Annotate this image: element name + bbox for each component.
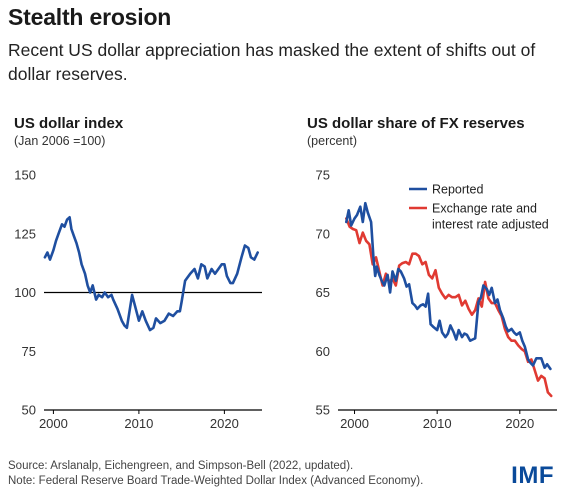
right-y-tick-label: 70 [316,226,330,241]
right-y-tick-label: 55 [316,403,330,418]
left-chart-subtitle: (Jan 2006 =100) [14,134,106,148]
legend-label-1: Reported [432,183,483,197]
left-series-line-1 [43,216,259,332]
legend-label-2: Exchange rate and interest rate adjusted [432,202,549,232]
left-y-tick-label: 150 [14,168,36,183]
right-series-line-2 [345,217,553,398]
source-note: Source: Arslanalp, Eichengreen, and Simp… [8,460,354,472]
left-chart-title: US dollar index [14,115,124,132]
imf-logo: IMF [511,462,554,489]
right-chart-subtitle: (percent) [307,134,358,148]
left-y-tick-label: 50 [22,403,36,418]
right-chart-title: US dollar share of FX reserves [307,115,525,132]
left-x-tick-label: 2000 [39,416,68,431]
left-x-tick-label: 2020 [210,416,239,431]
right-series-line-1 [345,201,552,371]
right-y-tick-label: 75 [316,168,330,183]
page-subtitle: Recent US dollar appreciation has masked… [8,40,536,84]
right-x-tick-label: 2010 [423,416,452,431]
right-y-tick-label: 60 [316,344,330,359]
left-y-tick-label: 125 [14,226,36,241]
right-y-tick-label: 65 [316,285,330,300]
left-y-tick-label: 75 [22,344,36,359]
left-x-tick-label: 2010 [124,416,153,431]
left-y-tick-label: 100 [14,285,36,300]
right-x-tick-label: 2000 [340,416,369,431]
page-title: Stealth erosion [8,4,172,30]
footnote: Note: Federal Reserve Board Trade-Weight… [8,475,424,487]
right-x-tick-label: 2020 [505,416,534,431]
